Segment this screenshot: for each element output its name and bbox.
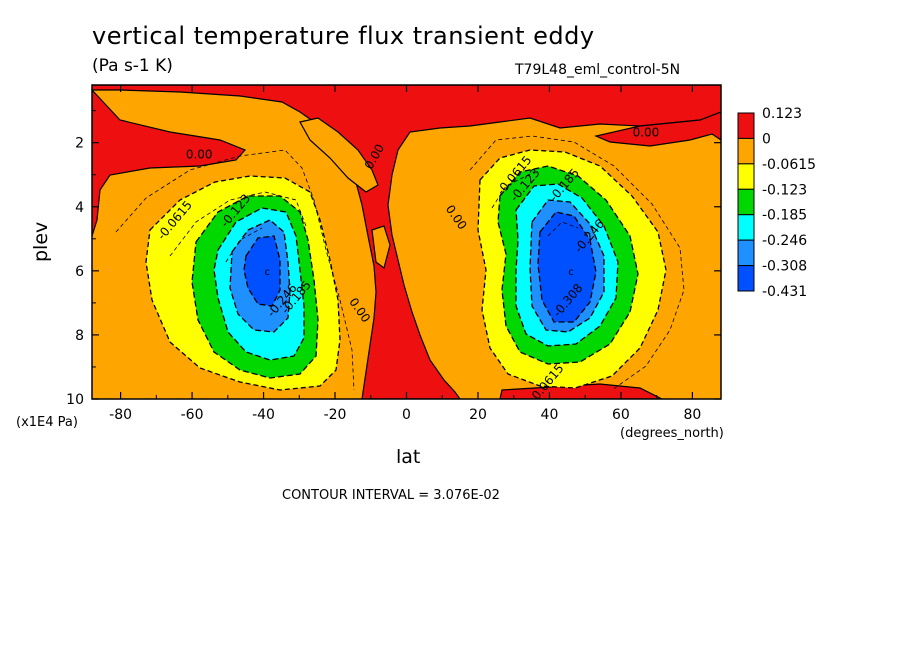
x-tick-label-2: -40 [252, 407, 275, 423]
south-lobe-level-4 [243, 235, 281, 307]
colorbar-label-3: -0.123 [762, 182, 807, 198]
y-tick-label-0: 2 [75, 136, 84, 152]
thin-contour-3 [491, 171, 535, 209]
positive-region-2 [594, 111, 721, 147]
y-tick-label-2: 6 [75, 264, 84, 280]
neutral-island-north [299, 117, 379, 193]
x-tick-label-1: -60 [181, 407, 204, 423]
y-axis-unit: (x1E4 Pa) [16, 415, 78, 430]
chart-title: vertical temperature flux transient eddy [92, 22, 595, 50]
colorbar-swatch-5 [737, 239, 755, 267]
x-tick-label-8: 80 [683, 407, 701, 423]
positive-region-1 [92, 89, 247, 237]
colorbar-label-5: -0.246 [762, 233, 807, 249]
contour-label-8: 0.00 [633, 125, 660, 139]
thin-contour-1 [169, 191, 307, 257]
thin-contour-0 [115, 149, 355, 391]
colorbar-swatch-0 [737, 112, 755, 139]
x-tick-label-7: 60 [612, 407, 630, 423]
colorbar-label-0: 0.123 [762, 106, 802, 122]
thin-contour-5 [547, 221, 579, 237]
colorbar-label-4: -0.185 [762, 208, 807, 224]
y-tick-label-3: 8 [75, 328, 84, 344]
contour-interval-note: CONTOUR INTERVAL = 3.076E-02 [282, 488, 500, 503]
colorbar-swatch-6 [737, 265, 755, 292]
thin-contour-4 [225, 227, 263, 263]
y-tick-label-4: 10 [66, 392, 84, 408]
y-axis-label: plev [30, 221, 52, 262]
x-axis-label: lat [396, 446, 421, 468]
extremum-marker-south-minimum: c [264, 267, 270, 278]
colorbar-label-2: -0.0615 [762, 157, 816, 173]
x-tick-label-6: 40 [541, 407, 559, 423]
x-tick-label-0: -80 [109, 407, 132, 423]
thin-contour-2 [469, 135, 685, 391]
colorbar-label-1: 0 [762, 131, 771, 147]
colorbar-swatch-2 [737, 163, 755, 190]
contour-label-4: 0.00 [186, 148, 213, 162]
x-axis-unit: (degrees_north) [620, 426, 724, 441]
colorbar-swatch-1 [737, 137, 755, 165]
x-tick-label-3: -20 [324, 407, 347, 423]
north-lobe-level-4 [537, 211, 597, 323]
neutral-island-center [371, 225, 391, 270]
y-tick-label-1: 4 [75, 200, 84, 216]
x-tick-label-5: 20 [469, 407, 487, 423]
colorbar-swatch-4 [737, 214, 755, 241]
chart-units: (Pa s-1 K) [92, 56, 173, 76]
run-label: T79L48_eml_control-5N [515, 62, 681, 78]
colorbar-label-6: -0.308 [762, 259, 807, 275]
extremum-marker-north-minimum: c [568, 267, 574, 278]
x-tick-label-4: 0 [402, 407, 411, 423]
colorbar-label-7: -0.431 [762, 284, 807, 300]
colorbar-swatch-3 [737, 188, 755, 216]
